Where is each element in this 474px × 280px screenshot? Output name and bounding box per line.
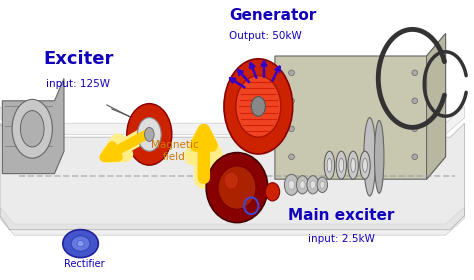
Polygon shape — [0, 106, 465, 134]
Ellipse shape — [300, 181, 305, 189]
Ellipse shape — [339, 158, 344, 172]
Ellipse shape — [374, 120, 384, 193]
Ellipse shape — [351, 158, 356, 172]
Text: Exciter: Exciter — [43, 50, 113, 68]
Ellipse shape — [317, 177, 328, 193]
Ellipse shape — [324, 151, 335, 179]
Ellipse shape — [127, 104, 172, 165]
Ellipse shape — [71, 236, 90, 251]
Ellipse shape — [412, 98, 418, 104]
Ellipse shape — [412, 70, 418, 76]
Polygon shape — [275, 34, 446, 179]
Polygon shape — [2, 78, 64, 174]
Ellipse shape — [363, 158, 367, 172]
Ellipse shape — [289, 70, 294, 76]
Text: Output: 50kW: Output: 50kW — [229, 31, 302, 41]
Ellipse shape — [224, 172, 238, 189]
Text: Main exciter: Main exciter — [288, 208, 394, 223]
Ellipse shape — [284, 174, 299, 195]
Text: input: 125W: input: 125W — [46, 79, 110, 89]
Ellipse shape — [336, 151, 346, 179]
Ellipse shape — [296, 176, 308, 194]
Text: Rectifier: Rectifier — [64, 259, 105, 269]
Text: input: 2.5kW: input: 2.5kW — [308, 234, 375, 244]
Ellipse shape — [218, 166, 256, 209]
Ellipse shape — [320, 181, 325, 188]
Ellipse shape — [20, 111, 44, 147]
Ellipse shape — [77, 241, 84, 247]
Ellipse shape — [63, 230, 99, 258]
Ellipse shape — [360, 151, 370, 179]
Ellipse shape — [12, 99, 52, 158]
Ellipse shape — [412, 154, 418, 160]
Ellipse shape — [289, 126, 294, 132]
Ellipse shape — [310, 181, 316, 189]
Polygon shape — [0, 123, 465, 230]
Text: Generator: Generator — [229, 8, 316, 23]
Ellipse shape — [327, 158, 332, 172]
Ellipse shape — [307, 176, 319, 194]
Ellipse shape — [288, 180, 295, 190]
Ellipse shape — [265, 183, 280, 201]
Ellipse shape — [412, 126, 418, 132]
Polygon shape — [0, 207, 465, 235]
Ellipse shape — [137, 118, 161, 151]
Ellipse shape — [348, 151, 358, 179]
Ellipse shape — [236, 76, 281, 137]
Ellipse shape — [206, 153, 268, 223]
Ellipse shape — [364, 118, 375, 196]
Polygon shape — [427, 34, 446, 179]
Ellipse shape — [289, 154, 294, 160]
Ellipse shape — [224, 59, 293, 154]
Ellipse shape — [289, 98, 294, 104]
Text: Magnetic
field: Magnetic field — [151, 140, 198, 162]
Ellipse shape — [145, 127, 154, 141]
Ellipse shape — [251, 97, 265, 116]
